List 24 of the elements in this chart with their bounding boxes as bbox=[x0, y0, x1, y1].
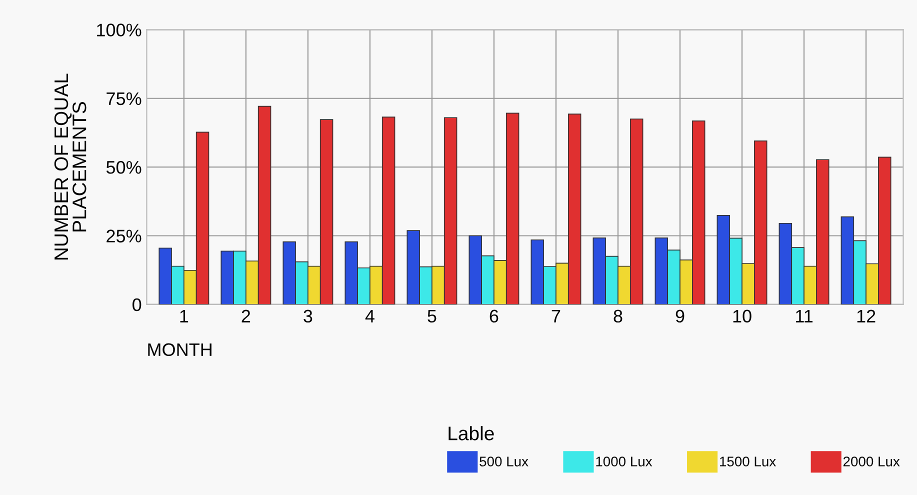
x-tick-label: 2 bbox=[242, 310, 250, 322]
x-tick-label: 5 bbox=[428, 310, 436, 323]
y-tick-label: 25% bbox=[106, 230, 142, 242]
legend-label: 2000 Lux bbox=[843, 456, 900, 466]
x-tick-label: 8 bbox=[614, 310, 622, 323]
x-tick-label: 12 bbox=[857, 310, 876, 322]
legend-title: Lable bbox=[448, 426, 494, 440]
y-tick-label: 50% bbox=[106, 160, 142, 174]
y-tick-label: 100% bbox=[97, 24, 142, 36]
x-tick-label: 10 bbox=[733, 310, 752, 323]
y-tick-label: 0 bbox=[132, 298, 142, 312]
x-tick-label: 7 bbox=[552, 310, 560, 322]
x-tick-label: 4 bbox=[365, 310, 374, 322]
legend-label: 1500 Lux bbox=[720, 456, 776, 466]
x-tick-label: 9 bbox=[676, 310, 684, 323]
x-tick-label: 6 bbox=[490, 310, 498, 323]
x-axis-title: MONTH bbox=[148, 343, 212, 356]
x-tick-label: 11 bbox=[796, 310, 813, 322]
y-tick-label: 75% bbox=[106, 92, 142, 106]
legend-label: 1000 Lux bbox=[596, 456, 652, 466]
x-tick-label: 1 bbox=[180, 310, 188, 322]
legend-label: 500 Lux bbox=[480, 456, 528, 466]
x-tick-label: 3 bbox=[304, 310, 312, 323]
y-axis-title: NUMBER OF EQUAL PLACEMENTS bbox=[54, 74, 86, 260]
